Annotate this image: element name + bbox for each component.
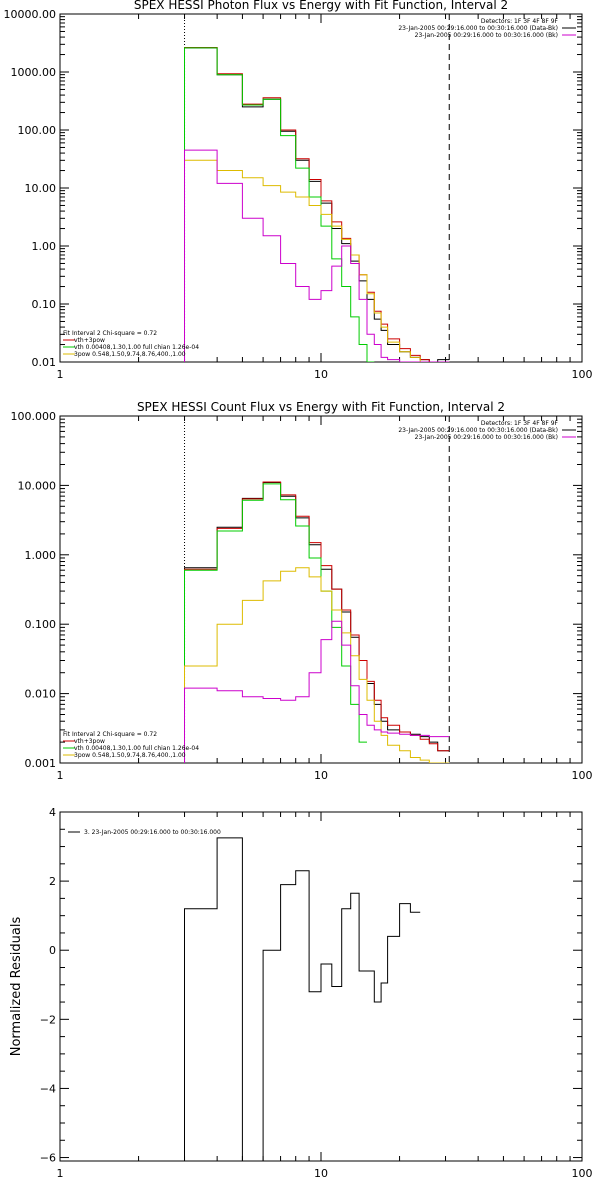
data-series-group [184,481,450,763]
series-4-line [184,620,450,763]
legend-text: 3. 23-Jan-2005 00:29:16.000 to 00:30:16.… [84,829,221,836]
y-tick-label: 0 [49,944,56,957]
legend-text: vth 0.00408,1.30,1.00 full chian 1.26e-0… [74,344,199,351]
y-tick-label: −2 [40,1013,56,1026]
x-tick-label: 1 [57,1167,64,1180]
x-tick-label: 100 [572,1167,593,1180]
legend-text: Fit Interval 2 Chi-square = 0.72 [63,731,157,738]
y-tick-label: 0.100 [25,618,57,631]
legend-text: Fit Interval 2 Chi-square = 0.72 [63,330,157,337]
y-tick-label: 10.00 [25,182,57,195]
series-0-line [184,47,450,362]
y-tick-label: 0.01 [32,356,57,369]
series-2-line [184,483,367,763]
series-1-line [184,481,450,763]
chart-title: SPEX HESSI Photon Flux vs Energy with Fi… [134,0,508,12]
annotation-text: 23-Jan-2005 00:29:16.000 to 00:30:16.000… [415,32,558,39]
data-series-group [184,47,450,362]
x-tick-label: 100 [572,769,593,782]
series-4-line [184,149,450,362]
x-tick-label: 1 [57,769,64,782]
panel-1: SPEX HESSI Photon Flux vs Energy with Fi… [4,0,593,381]
y-tick-label: 100.00 [18,124,57,137]
y-tick-label: 4 [49,806,56,819]
y-tick-label: −6 [40,1152,56,1165]
y-tick-label: 1000.00 [11,66,57,79]
annotation-text: 23-Jan-2005 00:29:16.000 to 00:30:16.000… [398,427,558,434]
series-3-line [184,567,450,763]
y-tick-label: −4 [40,1082,56,1095]
annotation-text: 23-Jan-2005 00:29:16.000 to 00:30:16.000… [398,25,558,32]
y-tick-label: 100.000 [11,410,57,423]
data-series-group [184,837,421,1161]
y-axis-label: Normalized Residuals [9,917,24,1057]
legend-text: 3pow 0.548,1.50,9.74,8.76,400.,1.00 [74,351,186,358]
panel-2: SPEX HESSI Count Flux vs Energy with Fit… [11,400,593,782]
series-0-line [184,482,450,763]
series-1-line [184,47,450,362]
x-tick-label: 100 [572,368,593,381]
legend-text: vth+3pow [74,337,105,344]
x-tick-label: 10 [314,1167,328,1180]
legend-text: vth+3pow [74,738,105,745]
y-tick-label: 2 [49,875,56,888]
annotation-text: Detectors: 1F 3F 4F 8F 9F [481,18,559,25]
series-3-line [184,159,450,362]
y-tick-label: 1.00 [32,240,57,253]
legend-text: 3pow 0.548,1.50,9.74,8.76,400.,1.00 [74,752,186,759]
y-tick-label: 0.001 [25,757,57,770]
y-tick-label: 1.000 [25,549,57,562]
annotation-text: Detectors: 1F 3F 4F 8F 9F [481,420,559,427]
x-tick-label: 1 [57,368,64,381]
x-tick-label: 10 [314,368,328,381]
chart-title: SPEX HESSI Count Flux vs Energy with Fit… [137,400,505,414]
y-tick-label: 0.010 [25,688,57,701]
series-0-line [184,837,421,1161]
y-tick-label: 10.000 [18,479,57,492]
panel-3: 1 10 100 −6 −4 −2 0 2 4 Normalized Residuals 3. 23… [9,806,593,1180]
series-2-line [184,47,375,362]
annotation-text: 23-Jan-2005 00:29:16.000 to 00:30:16.000… [415,434,558,441]
x-tick-label: 10 [314,769,328,782]
y-tick-label: 0.10 [32,298,57,311]
legend-text: vth 0.00408,1.30,1.00 full chian 1.26e-0… [74,745,199,752]
y-tick-label: 10000.00 [4,8,57,21]
